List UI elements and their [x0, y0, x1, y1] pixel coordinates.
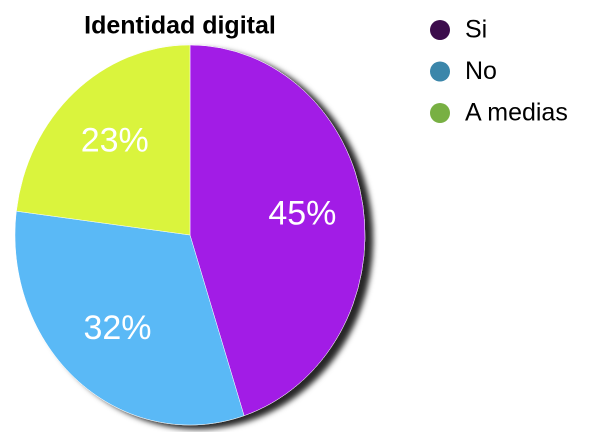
pie: [14, 44, 366, 426]
pie-slice: [16, 44, 191, 236]
chart-title: Identidad digital: [84, 12, 276, 40]
legend-label: A medias: [465, 99, 568, 127]
legend-label: No: [465, 57, 497, 85]
legend-label: Si: [465, 16, 487, 44]
legend-marker: [430, 20, 450, 40]
pie-slice: [14, 210, 245, 426]
value-label: 45%: [268, 195, 336, 233]
value-label: 32%: [83, 309, 151, 347]
pie-slice: [189, 44, 366, 417]
value-label: 23%: [81, 121, 149, 159]
legend-marker: [430, 61, 450, 82]
legend-marker: [430, 103, 450, 123]
